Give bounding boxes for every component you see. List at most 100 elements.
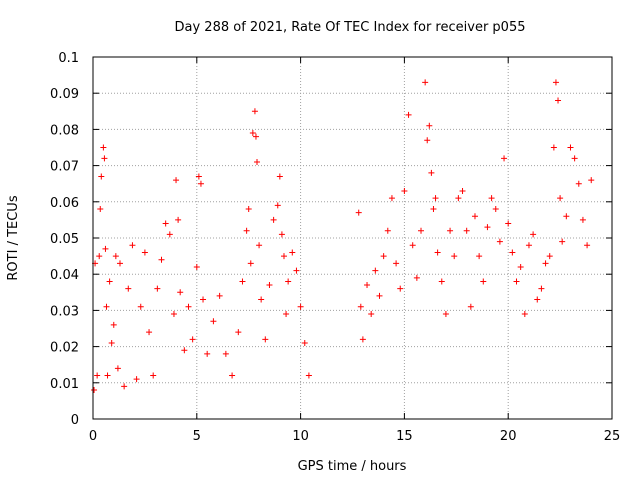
data-point	[243, 227, 250, 234]
data-point	[283, 311, 290, 318]
y-tick-label: 0.05	[50, 232, 79, 247]
data-point	[432, 195, 439, 202]
data-point	[476, 253, 483, 260]
data-point	[141, 249, 148, 256]
data-point	[100, 144, 107, 151]
data-point	[455, 195, 462, 202]
data-point	[280, 253, 287, 260]
x-axis-label: GPS time / hours	[298, 459, 407, 474]
data-point	[471, 213, 478, 220]
data-point	[158, 256, 165, 263]
data-point	[193, 263, 200, 270]
x-axis: 0 5 10 15 20 25	[89, 57, 620, 444]
data-point	[588, 177, 595, 184]
data-point	[94, 372, 101, 379]
data-point	[424, 137, 431, 144]
data-point	[434, 249, 441, 256]
data-point	[103, 303, 110, 310]
y-tick-label: 0.07	[50, 160, 79, 175]
data-point	[509, 249, 516, 256]
data-point	[181, 347, 188, 354]
data-point	[154, 285, 161, 292]
x-tick-label: 10	[292, 429, 309, 444]
data-point	[185, 303, 192, 310]
data-point	[550, 144, 557, 151]
data-point	[108, 339, 115, 346]
y-tick-label: 0.08	[50, 123, 79, 138]
data-point	[563, 213, 570, 220]
data-point	[426, 122, 433, 129]
data-point	[552, 79, 559, 86]
data-point	[229, 372, 236, 379]
data-point	[110, 321, 117, 328]
data-point	[116, 260, 123, 267]
data-point	[293, 267, 300, 274]
data-point	[278, 231, 285, 238]
data-point	[204, 350, 211, 357]
data-point	[254, 158, 261, 165]
data-point	[289, 249, 296, 256]
data-point	[222, 350, 229, 357]
data-point	[534, 296, 541, 303]
data-point	[555, 97, 562, 104]
y-tick-label: 0.01	[50, 377, 79, 392]
data-point	[505, 220, 512, 227]
data-point	[397, 285, 404, 292]
data-point	[557, 195, 564, 202]
data-point	[170, 311, 177, 318]
data-point	[121, 383, 128, 390]
data-point	[102, 245, 109, 252]
data-point	[538, 285, 545, 292]
data-point	[559, 238, 566, 245]
data-point	[258, 296, 265, 303]
y-axis: 0 0.01 0.02 0.03 0.04 0.05 0.06 0.07 0.08 0.09 0.1	[50, 51, 612, 428]
data-point	[409, 242, 416, 249]
data-point	[195, 173, 202, 180]
data-point	[301, 339, 308, 346]
y-tick-label: 0.1	[58, 51, 79, 66]
data-point	[305, 372, 312, 379]
data-point	[401, 187, 408, 194]
data-point	[517, 263, 524, 270]
data-point	[480, 278, 487, 285]
data-point	[256, 242, 263, 249]
data-points	[91, 79, 595, 394]
data-point	[380, 253, 387, 260]
data-point	[376, 292, 383, 299]
data-point	[270, 216, 277, 223]
data-point	[106, 278, 113, 285]
x-tick-label: 25	[604, 429, 621, 444]
y-tick-label: 0.09	[50, 87, 79, 102]
y-tick-label: 0.06	[50, 196, 79, 211]
data-point	[418, 227, 425, 234]
data-point	[442, 311, 449, 318]
data-point	[274, 202, 281, 209]
data-point	[249, 130, 256, 137]
data-point	[364, 282, 371, 289]
data-point	[372, 267, 379, 274]
data-point	[501, 155, 508, 162]
data-point	[467, 303, 474, 310]
data-point	[125, 285, 132, 292]
data-point	[567, 144, 574, 151]
data-point	[146, 329, 153, 336]
data-point	[247, 260, 254, 267]
data-point	[112, 253, 119, 260]
data-point	[175, 216, 182, 223]
data-point	[521, 311, 528, 318]
data-point	[197, 180, 204, 187]
y-tick-label: 0	[71, 413, 79, 428]
data-point	[530, 231, 537, 238]
data-point	[91, 387, 98, 394]
data-point	[251, 108, 258, 115]
data-point	[355, 209, 362, 216]
data-point	[133, 376, 140, 383]
data-point	[438, 278, 445, 285]
data-point	[422, 79, 429, 86]
data-point	[216, 292, 223, 299]
data-point	[114, 365, 121, 372]
data-point	[488, 195, 495, 202]
data-point	[200, 296, 207, 303]
data-point	[177, 289, 184, 296]
data-point	[484, 224, 491, 231]
